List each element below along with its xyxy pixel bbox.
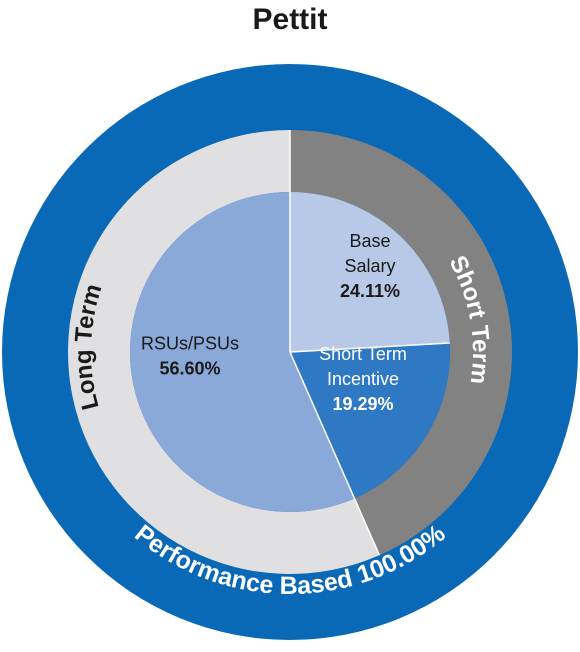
ring-divider bbox=[353, 498, 381, 556]
pie-label-base-salary-value: 24.11% bbox=[340, 281, 400, 301]
pie-label-rsus-psus-name-line: RSUs/PSUs bbox=[141, 334, 239, 354]
slice-divider bbox=[289, 342, 450, 353]
pie-label-short-term-incentive-name-line: Incentive bbox=[327, 369, 399, 389]
pie-slice-rsus-psus bbox=[130, 192, 355, 512]
pie-label-short-term-incentive-value: 19.29% bbox=[332, 394, 393, 414]
pie-slice-short-term-incentive bbox=[290, 343, 450, 499]
middle-ring-layer bbox=[68, 130, 513, 574]
pie-label-rsus-psus-value: 56.60% bbox=[159, 359, 220, 379]
pie-slice-base-salary bbox=[290, 192, 450, 352]
middle-ring-short-term bbox=[290, 130, 513, 556]
pie-label-base-salary-name-line: Salary bbox=[344, 256, 395, 276]
pie-label-short-term-incentive-name-line: Short Term bbox=[319, 344, 407, 364]
pie-label-base-salary-name-line: Base bbox=[349, 231, 390, 251]
slice-divider bbox=[289, 351, 356, 499]
inner-pie-layer bbox=[130, 192, 450, 512]
chart-title: Pettit bbox=[252, 3, 328, 36]
middle-ring-long-term bbox=[68, 130, 380, 574]
